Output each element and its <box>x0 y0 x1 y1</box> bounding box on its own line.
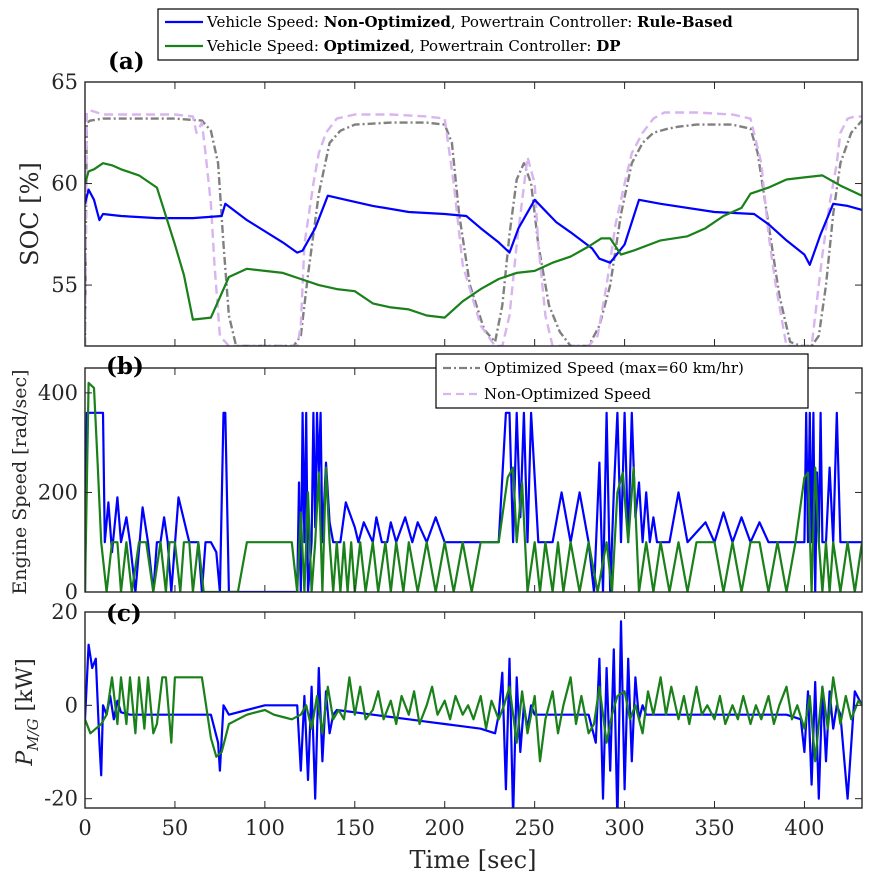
legend-entry-optimized: Vehicle Speed: Optimized, Powertrain Con… <box>206 37 620 55</box>
panel-a: 55 60 65 (a) SOC [%] <box>16 48 863 347</box>
legend-top: Vehicle Speed: Non-Optimized, Powertrain… <box>157 8 859 61</box>
series-line-c-1 <box>85 676 862 763</box>
y-axis-label-c-main: P <box>13 750 38 767</box>
x-axis-label: Time [sec] <box>410 846 537 874</box>
legend-entry-non-optimized: Vehicle Speed: Non-Optimized, Powertrain… <box>206 13 733 31</box>
y-tick-label-b-0: 0 <box>65 580 78 604</box>
y-tick-label-a-0: 55 <box>51 273 78 297</box>
legend-entry-nonopt-speed: Non-Optimized Speed <box>484 385 651 403</box>
panel-label-a: (a) <box>108 48 145 75</box>
y-tick-label-c-2: 20 <box>51 600 78 624</box>
series-line-a-1 <box>85 162 862 321</box>
x-tick-label-6: 300 <box>605 816 645 840</box>
y-axis-label-c-sub: M/G <box>24 718 42 751</box>
series-line-c-0 <box>85 620 862 808</box>
y-tick-label-b-2: 400 <box>38 381 78 405</box>
series-line-a-2 <box>85 117 862 346</box>
x-tick-label-4: 200 <box>425 816 465 840</box>
axes-frame-a <box>84 81 863 347</box>
legend-speed: Optimized Speed (max=60 km/hr) Non-Optim… <box>435 353 809 409</box>
x-tick-label-5: 250 <box>515 816 555 840</box>
x-tick-label-0: 0 <box>78 816 91 840</box>
y-tick-label-c-0: -20 <box>44 787 78 811</box>
axes-frame-c <box>84 611 863 809</box>
y-axis-label-c-unit: [kW] <box>13 658 38 718</box>
y-tick-label-a-1: 60 <box>51 172 78 196</box>
panel-label-c: (c) <box>106 600 142 627</box>
y-tick-label-a-2: 65 <box>51 70 78 94</box>
y-axis-label-b: Engine Speed [rad/sec] <box>9 369 31 594</box>
panel-label-b: (b) <box>106 353 144 380</box>
legend-top-box <box>157 8 859 61</box>
y-axis-label-c: PM/G [kW] <box>13 658 42 766</box>
x-tick-label-8: 400 <box>784 816 824 840</box>
series-line-b-1 <box>85 381 862 592</box>
x-tick-label-7: 350 <box>694 816 734 840</box>
legend-entry-opt-speed: Optimized Speed (max=60 km/hr) <box>484 359 744 377</box>
series-line-a-0 <box>85 188 862 266</box>
x-tick-label-1: 50 <box>162 816 189 840</box>
y-axis-label-a: SOC [%] <box>16 162 44 266</box>
x-tick-label-3: 150 <box>335 816 375 840</box>
series-line-a-3 <box>85 109 862 346</box>
x-tick-label-2: 100 <box>245 816 285 840</box>
y-tick-label-b-1: 200 <box>38 480 78 504</box>
legend-speed-box <box>435 353 809 409</box>
y-tick-label-c-1: 0 <box>65 693 78 717</box>
